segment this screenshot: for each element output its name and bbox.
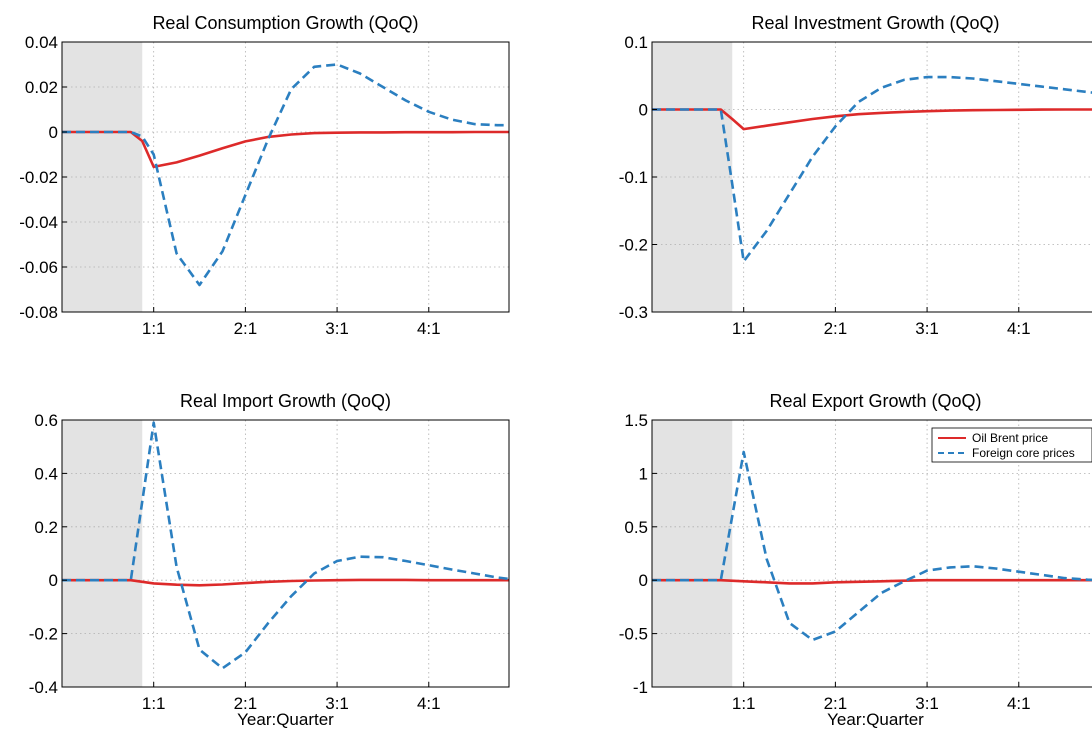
shaded-region	[62, 420, 143, 687]
chart-title: Real Import Growth (QoQ)	[180, 391, 391, 411]
y-tick-label: -0.02	[19, 168, 58, 187]
legend-box	[931, 427, 1092, 463]
x-tick-label: 3:1	[325, 694, 349, 713]
y-tick-label: 0.04	[25, 33, 58, 52]
y-tick-label: 0.2	[34, 518, 58, 537]
y-tick-label: 0	[49, 571, 58, 590]
x-tick-label: 2:1	[234, 319, 258, 338]
series-line-foreign-core	[62, 63, 509, 287]
plot-frame	[61, 419, 510, 688]
series-line-oil-brent	[652, 108, 1092, 131]
y-tick-label: -0.2	[29, 625, 58, 644]
y-tick-label: 0.5	[624, 518, 648, 537]
panel-export: -1 -0.5 0 0.5 1 1.5 1:1 2:1 3:1 4:1 Real Export Gr…	[619, 391, 1092, 729]
y-tick-label: -0.4	[29, 678, 58, 697]
legend-label: Oil Brent price	[972, 431, 1048, 445]
x-tick-label: 3:1	[915, 694, 939, 713]
shaded-region	[652, 420, 733, 687]
y-tick-label: -1	[633, 678, 648, 697]
panel-import: -0.4 -0.2 0 0.2 0.4 0.6 1:1 2:1 3:1 4:1 Real Impor…	[29, 391, 510, 729]
series-line-oil-brent	[62, 578, 509, 587]
chart-title: Real Export Growth (QoQ)	[769, 391, 981, 411]
x-tick-label: 4:1	[1007, 694, 1031, 713]
chart-title: Real Consumption Growth (QoQ)	[152, 13, 418, 33]
y-tick-label: 1	[639, 464, 648, 483]
legend-label: Foreign core prices	[972, 446, 1075, 460]
y-tick-label: -0.3	[619, 303, 648, 322]
y-tick-label: 0.02	[25, 78, 58, 97]
x-tick-label: 4:1	[417, 319, 441, 338]
x-tick-label: 3:1	[915, 319, 939, 338]
chart-title: Real Investment Growth (QoQ)	[751, 13, 999, 33]
series-line-oil-brent	[62, 130, 509, 169]
panel-consumption: -0.08 -0.06 -0.04 -0.02 0 0.02 0.04 1:1 2:1 3:1 4:…	[19, 13, 510, 338]
series-line-foreign-core	[652, 75, 1092, 263]
x-tick-label: 2:1	[234, 694, 258, 713]
y-tick-label: 1.5	[624, 411, 648, 430]
x-tick-label: 1:1	[732, 319, 756, 338]
y-tick-label: -0.04	[19, 213, 58, 232]
shaded-region	[62, 42, 143, 312]
plot-frame	[651, 419, 1092, 688]
series-line-foreign-core	[62, 421, 509, 670]
x-axis-label: Year:Quarter	[237, 710, 334, 729]
y-tick-label: -0.1	[619, 168, 648, 187]
y-tick-label: 0	[639, 571, 648, 590]
y-tick-label: -0.08	[19, 303, 58, 322]
y-tick-label: -0.06	[19, 258, 58, 277]
y-tick-label: 0.1	[624, 33, 648, 52]
x-tick-label: 4:1	[417, 694, 441, 713]
panel-investment: -0.3 -0.2 -0.1 0 0.1 1:1 2:1 3:1 4:1 Real Investm…	[619, 13, 1092, 338]
y-tick-label: 0	[639, 101, 648, 120]
y-tick-label: -0.5	[619, 625, 648, 644]
y-tick-label: 0	[49, 123, 58, 142]
x-tick-label: 1:1	[142, 694, 166, 713]
x-axis-label: Year:Quarter	[827, 710, 924, 729]
shaded-region	[652, 42, 733, 312]
y-tick-label: 0.6	[34, 411, 58, 430]
x-tick-label: 2:1	[824, 694, 848, 713]
x-tick-label: 2:1	[824, 319, 848, 338]
y-tick-label: 0.4	[34, 464, 58, 483]
x-tick-label: 1:1	[732, 694, 756, 713]
series-line-foreign-core	[652, 450, 1092, 642]
x-tick-label: 3:1	[325, 319, 349, 338]
x-tick-label: 1:1	[142, 319, 166, 338]
x-tick-label: 4:1	[1007, 319, 1031, 338]
series-line-oil-brent	[652, 578, 1092, 585]
y-tick-label: -0.2	[619, 236, 648, 255]
